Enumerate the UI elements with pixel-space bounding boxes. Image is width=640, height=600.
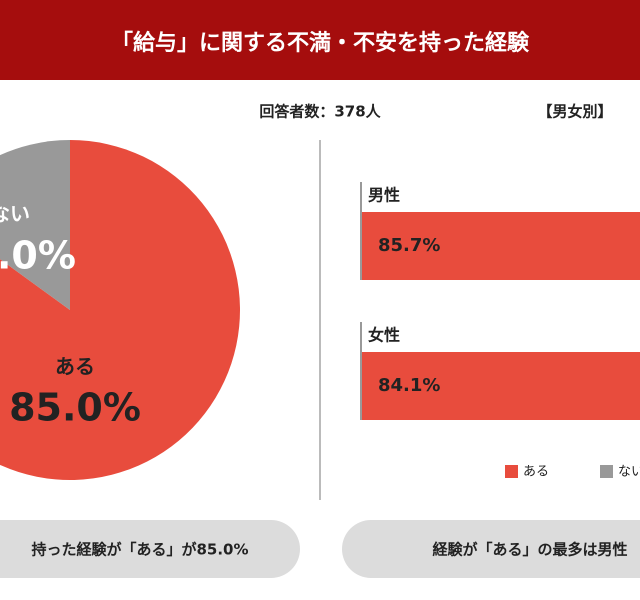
bar-value: 84.1% — [378, 375, 440, 396]
pie-slice — [0, 140, 240, 480]
slice-value: 85.0% — [9, 386, 141, 430]
bar-segment — [362, 352, 640, 420]
slice-label: ない — [0, 202, 30, 226]
legend-label: ある — [523, 465, 549, 480]
legend-swatch — [600, 465, 613, 478]
slice-label: ある — [55, 355, 95, 379]
caption-pill — [0, 520, 300, 578]
title-banner — [0, 0, 640, 80]
bar-segment — [362, 212, 640, 280]
slice-value: 15.0% — [0, 234, 76, 278]
caption-pill — [342, 520, 640, 578]
category-label: 男性 — [368, 186, 400, 205]
title: 「給与」に関する不満・不安を持った経験 — [111, 30, 530, 56]
caption: 持った経験が「ある」が85.0% — [31, 541, 248, 559]
legend-label: ない — [618, 465, 640, 480]
legend-swatch — [505, 465, 518, 478]
bar-value: 85.7% — [378, 235, 440, 256]
pie-slice — [0, 140, 70, 310]
respondents: 回答者数：378人 — [259, 103, 381, 121]
caption: 経験が「ある」の最多は男性 — [432, 541, 627, 559]
category-label: 女性 — [368, 326, 400, 345]
chart-title: 【男女別】 — [537, 103, 612, 121]
